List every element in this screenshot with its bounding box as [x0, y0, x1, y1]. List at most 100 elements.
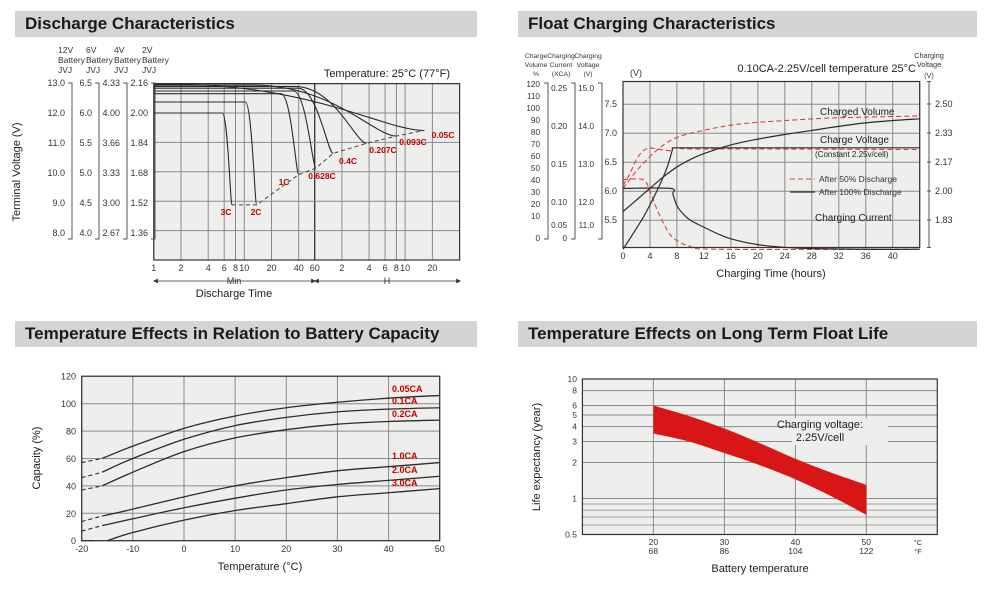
svg-text:7.5: 7.5	[604, 99, 617, 109]
svg-text:2.67: 2.67	[102, 228, 120, 238]
svg-text:1C: 1C	[279, 177, 290, 187]
svg-text:Discharge Time: Discharge Time	[196, 288, 272, 300]
svg-text:2: 2	[339, 263, 344, 273]
svg-text:1.52: 1.52	[130, 198, 148, 208]
svg-text:0: 0	[71, 536, 76, 546]
svg-text:40: 40	[384, 544, 394, 554]
svg-text:3.0CA: 3.0CA	[392, 478, 418, 488]
svg-text:4.00: 4.00	[102, 108, 120, 118]
svg-text:10.0: 10.0	[47, 168, 65, 178]
svg-text:6.5: 6.5	[79, 78, 92, 88]
svg-text:4: 4	[367, 263, 372, 273]
svg-text:6.0: 6.0	[604, 186, 617, 196]
svg-text:Current: Current	[550, 62, 573, 69]
svg-text:(V): (V)	[924, 71, 934, 80]
svg-text:8: 8	[233, 263, 238, 273]
svg-text:20: 20	[266, 263, 276, 273]
svg-text:6: 6	[383, 263, 388, 273]
svg-text:50: 50	[531, 164, 541, 173]
svg-text:JVJ: JVJ	[58, 65, 72, 75]
svg-text:(V): (V)	[630, 68, 642, 78]
svg-text:20: 20	[753, 251, 763, 261]
svg-text:2: 2	[178, 263, 183, 273]
svg-text:5.5: 5.5	[604, 215, 617, 225]
svg-text:Battery: Battery	[58, 55, 86, 65]
svg-text:2.00: 2.00	[935, 186, 953, 196]
svg-text:1: 1	[572, 494, 577, 504]
svg-text:12.0: 12.0	[47, 108, 65, 118]
svg-text:11.0: 11.0	[48, 138, 65, 148]
svg-text:(Constant 2.25v/cell): (Constant 2.25v/cell)	[815, 150, 889, 159]
svg-text:90: 90	[531, 116, 541, 125]
svg-text:0.207C: 0.207C	[369, 145, 396, 155]
svg-text:3.33: 3.33	[102, 168, 120, 178]
svg-text:80: 80	[66, 427, 76, 437]
svg-text:0.05C: 0.05C	[432, 130, 455, 140]
svg-text:20: 20	[531, 200, 541, 209]
svg-text:(XCA): (XCA)	[552, 71, 571, 78]
svg-text:1: 1	[151, 263, 156, 273]
svg-text:Charging Time (hours): Charging Time (hours)	[716, 268, 825, 280]
svg-text:Terminal Voltage (V): Terminal Voltage (V)	[11, 122, 23, 221]
svg-text:Temperature (°C): Temperature (°C)	[218, 561, 302, 573]
svg-text:5.0: 5.0	[79, 168, 92, 178]
svg-text:Life expectancy (year): Life expectancy (year)	[531, 403, 543, 511]
svg-text:0.25: 0.25	[551, 84, 567, 93]
svg-text:1.84: 1.84	[130, 138, 148, 148]
svg-text:6V: 6V	[86, 45, 97, 55]
svg-text:2.0CA: 2.0CA	[392, 465, 418, 475]
svg-text:JVJ: JVJ	[86, 65, 100, 75]
svg-text:Voltage: Voltage	[577, 62, 600, 69]
svg-text:2.33: 2.33	[935, 128, 953, 138]
svg-text:0.093C: 0.093C	[399, 137, 426, 147]
svg-text:24: 24	[780, 251, 790, 261]
svg-text:0: 0	[535, 234, 540, 243]
svg-text:80: 80	[531, 128, 541, 137]
svg-text:14.0: 14.0	[578, 122, 594, 131]
svg-text:8: 8	[674, 251, 679, 261]
svg-text:1.83: 1.83	[935, 215, 953, 225]
svg-text:7.0: 7.0	[604, 128, 617, 138]
svg-text:68: 68	[649, 546, 659, 556]
svg-text:8.0: 8.0	[52, 228, 65, 238]
svg-text:0.4C: 0.4C	[339, 156, 357, 166]
svg-text:13.0: 13.0	[47, 78, 65, 88]
svg-text:11.0: 11.0	[579, 221, 595, 230]
svg-text:After 100% Discharge: After 100% Discharge	[819, 187, 902, 197]
svg-text:20: 20	[281, 544, 291, 554]
svg-text:1.68: 1.68	[130, 168, 148, 178]
svg-text:0.05: 0.05	[551, 221, 567, 230]
svg-text:3.66: 3.66	[102, 138, 120, 148]
svg-text:20: 20	[66, 509, 76, 519]
svg-text:-20: -20	[75, 544, 88, 554]
svg-text:0.10CA-2.25V/cell temperature: 0.10CA-2.25V/cell temperature 25°C	[737, 63, 916, 75]
svg-text:0: 0	[620, 251, 625, 261]
svg-text:°C: °C	[914, 538, 923, 547]
svg-text:(V): (V)	[583, 71, 592, 78]
svg-text:Charging: Charging	[547, 53, 575, 60]
svg-text:3: 3	[572, 437, 577, 447]
svg-text:40: 40	[294, 263, 304, 273]
svg-text:2: 2	[572, 458, 577, 468]
svg-text:8: 8	[572, 386, 577, 396]
svg-text:122: 122	[859, 546, 873, 556]
svg-text:60: 60	[66, 454, 76, 464]
svg-text:9.0: 9.0	[52, 198, 65, 208]
svg-text:4: 4	[572, 422, 577, 432]
svg-text:104: 104	[788, 546, 802, 556]
svg-text:4: 4	[647, 251, 652, 261]
svg-text:4.33: 4.33	[102, 78, 120, 88]
svg-text:0.1CA: 0.1CA	[392, 396, 418, 406]
svg-text:8: 8	[394, 263, 399, 273]
svg-text:Volume: Volume	[525, 62, 548, 69]
svg-text:2.00: 2.00	[130, 108, 148, 118]
svg-text:0.05CA: 0.05CA	[392, 384, 423, 394]
svg-text:5.5: 5.5	[79, 138, 92, 148]
svg-text:10: 10	[531, 212, 541, 221]
svg-text:12V: 12V	[58, 45, 73, 55]
svg-text:30: 30	[531, 188, 541, 197]
svg-text:4.0: 4.0	[79, 228, 92, 238]
svg-text:1.36: 1.36	[130, 228, 148, 238]
svg-text:100: 100	[526, 104, 540, 113]
svg-text:6: 6	[572, 401, 577, 411]
